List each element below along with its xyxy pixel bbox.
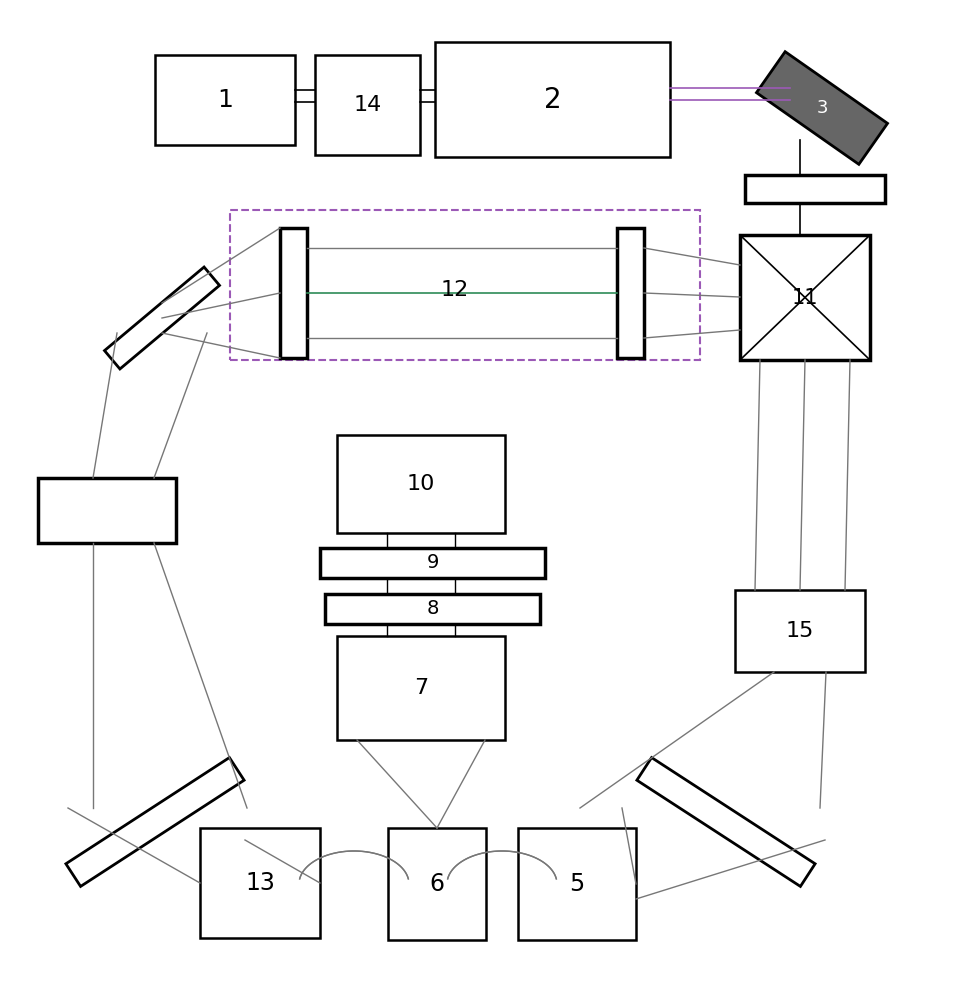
Bar: [744, 175, 884, 203]
Bar: [280, 228, 307, 358]
Bar: [388, 828, 485, 940]
Text: 2: 2: [543, 86, 560, 113]
Bar: [200, 828, 319, 938]
Polygon shape: [105, 267, 219, 369]
Bar: [734, 590, 864, 672]
Text: 15: 15: [785, 621, 813, 641]
Text: 1: 1: [217, 88, 233, 112]
Bar: [336, 435, 504, 533]
Bar: [336, 636, 504, 740]
Text: 6: 6: [429, 872, 444, 896]
Polygon shape: [66, 758, 244, 886]
Text: 11: 11: [791, 288, 818, 308]
Bar: [314, 55, 419, 155]
Text: 9: 9: [426, 554, 438, 572]
Text: 13: 13: [245, 871, 274, 895]
Bar: [325, 594, 539, 624]
Text: 10: 10: [406, 474, 435, 494]
Bar: [517, 828, 636, 940]
Bar: [230, 210, 700, 360]
Bar: [319, 548, 544, 578]
Bar: [740, 235, 869, 360]
Bar: [38, 478, 175, 543]
Bar: [154, 55, 294, 145]
Polygon shape: [756, 52, 886, 164]
Text: 12: 12: [440, 280, 469, 300]
Polygon shape: [637, 758, 814, 886]
Bar: [617, 228, 643, 358]
Text: 5: 5: [569, 872, 584, 896]
Text: 7: 7: [414, 678, 428, 698]
Text: 8: 8: [426, 599, 438, 618]
Text: 14: 14: [353, 95, 381, 115]
Bar: [435, 42, 669, 157]
Text: 3: 3: [816, 99, 827, 117]
